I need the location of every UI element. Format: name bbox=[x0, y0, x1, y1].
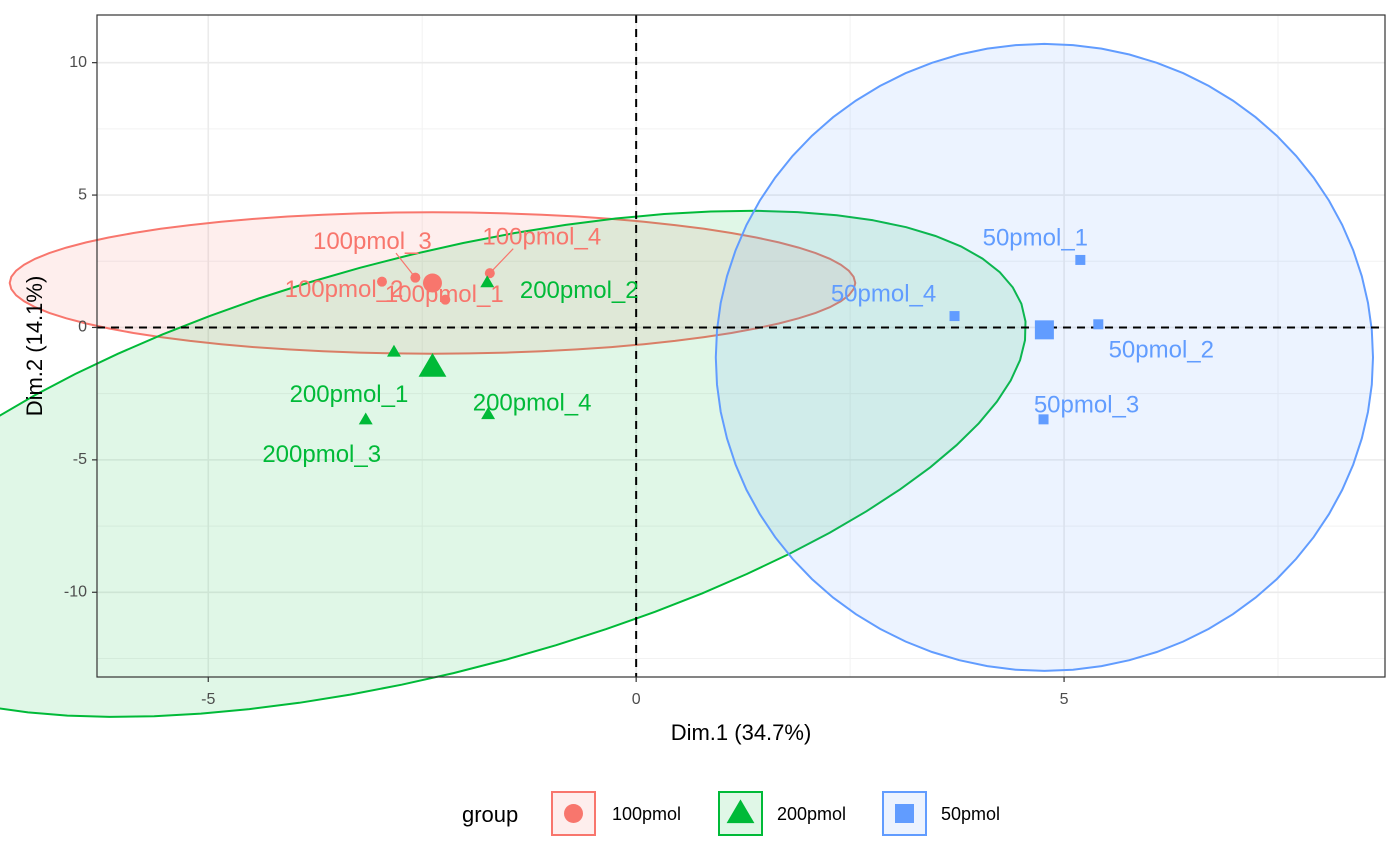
y-tick-label: -5 bbox=[73, 451, 87, 468]
reference-lines bbox=[97, 15, 1385, 677]
legend-label: 200pmol bbox=[777, 804, 846, 824]
y-tick-label: -10 bbox=[64, 583, 87, 600]
point-label: 50pmol_4 bbox=[831, 280, 936, 307]
y-tick-label: 5 bbox=[78, 186, 87, 203]
legend-label: 100pmol bbox=[612, 804, 681, 824]
legend-symbol-50pmol bbox=[895, 804, 914, 823]
legend-key-200pmol bbox=[718, 791, 763, 836]
centroid-100pmol bbox=[422, 273, 442, 293]
x-tick-label: -5 bbox=[201, 691, 215, 708]
point-label: 50pmol_1 bbox=[983, 224, 1088, 251]
point-label: 50pmol_2 bbox=[1109, 337, 1214, 364]
point-200pmol_1 bbox=[387, 344, 401, 357]
legend-symbol-100pmol bbox=[564, 804, 583, 823]
point-label: 50pmol_3 bbox=[1034, 392, 1139, 419]
ellipse-200pmol bbox=[0, 209, 1027, 718]
point-label: 200pmol_2 bbox=[520, 277, 639, 304]
point-50pmol_1 bbox=[1075, 254, 1086, 265]
point-label: 100pmol_2 bbox=[285, 276, 404, 303]
point-100pmol_1 bbox=[440, 294, 451, 305]
point-label: 200pmol_3 bbox=[262, 441, 381, 468]
point-50pmol_4 bbox=[949, 311, 960, 322]
point-label: 100pmol_1 bbox=[385, 281, 504, 308]
point-200pmol_2 bbox=[480, 275, 495, 288]
centroid-50pmol bbox=[1034, 320, 1054, 340]
point-label: 100pmol_3 bbox=[313, 228, 432, 255]
legend-symbol-200pmol bbox=[726, 799, 755, 824]
x-tick-label: 5 bbox=[1060, 691, 1069, 708]
plot-panel-border bbox=[96, 14, 1386, 678]
x-tick-label: 0 bbox=[632, 691, 641, 708]
legend-title: group bbox=[462, 802, 518, 827]
ellipse-50pmol bbox=[714, 42, 1375, 672]
centroid-200pmol bbox=[418, 353, 447, 377]
point-200pmol_4 bbox=[481, 407, 496, 420]
confidence-ellipses bbox=[0, 42, 1375, 718]
point-200pmol_3 bbox=[358, 412, 373, 425]
legend-label: 50pmol bbox=[941, 804, 1000, 824]
point-label: 200pmol_1 bbox=[290, 381, 409, 408]
y-axis-title: Dim.2 (14.1%) bbox=[22, 276, 47, 417]
axis-ticks: -5 0 5 10 5 0 -5 -10 bbox=[64, 54, 1069, 708]
point-100pmol_2 bbox=[376, 276, 387, 287]
leader-line bbox=[395, 252, 416, 279]
point-label: 200pmol_4 bbox=[473, 390, 592, 417]
leader-line bbox=[489, 248, 514, 274]
data-points bbox=[358, 254, 1104, 425]
x-axis-title: Dim.1 (34.7%) bbox=[671, 720, 812, 745]
legend: group 100pmol 200pmol 50pmol bbox=[462, 791, 1000, 836]
point-50pmol_2 bbox=[1093, 319, 1104, 330]
point-label: 100pmol_4 bbox=[482, 224, 601, 251]
point-50pmol_3 bbox=[1038, 414, 1049, 425]
y-tick-label: 0 bbox=[78, 319, 87, 336]
y-tick-label: 10 bbox=[69, 54, 87, 71]
